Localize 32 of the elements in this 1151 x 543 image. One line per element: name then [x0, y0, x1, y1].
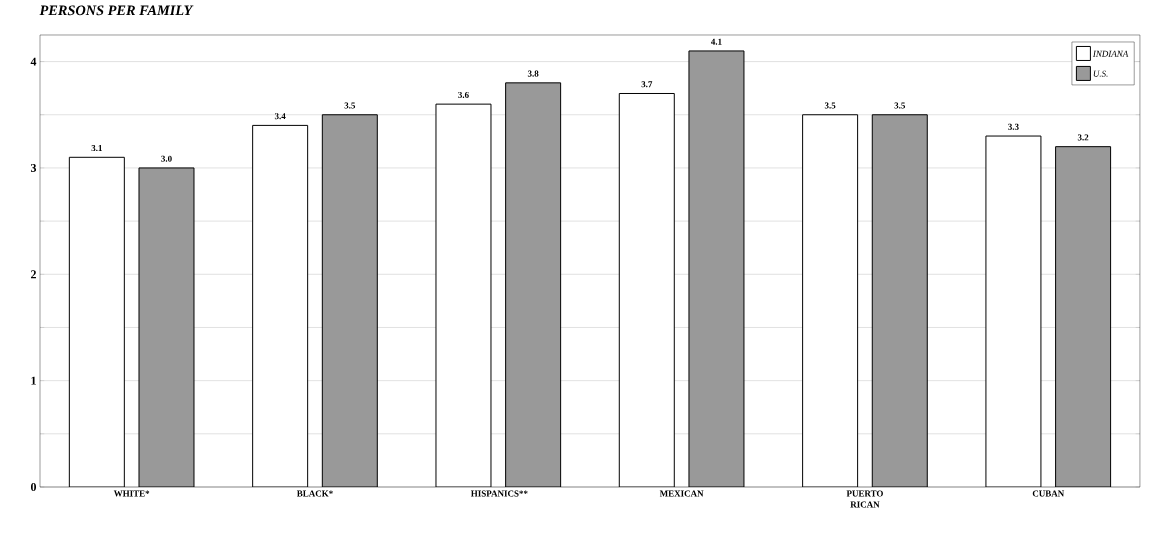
data-label: 3.7	[641, 81, 653, 88]
data-label: 3.1	[91, 145, 102, 152]
data-label: 3.0	[161, 155, 172, 162]
data-label: 3.2	[1077, 134, 1089, 141]
text: INDIANA	[1092, 50, 1129, 57]
x-tick-label: BLACK*	[296, 490, 333, 497]
y-tick-label: 4	[30, 57, 37, 66]
bar	[321, 114, 378, 487]
y-tick-label: 3	[30, 163, 37, 172]
x-tick-label: PUERTO RICAN	[846, 490, 883, 508]
y-tick-label: 2	[31, 270, 36, 279]
x-tick-label: CUBAN	[1032, 490, 1065, 497]
data-label: 3.5	[894, 102, 906, 109]
bar	[871, 114, 928, 487]
x-tick-label: HISPANICS**	[470, 490, 528, 497]
data-label: 3.5	[824, 102, 836, 109]
bar	[505, 82, 562, 487]
data-label: 3.4	[274, 113, 286, 120]
bar	[1055, 146, 1112, 487]
data-label: 3.3	[1008, 123, 1019, 130]
data-label: 3.8	[527, 70, 539, 77]
chart-title: PERSONS PER FAMILY	[39, 5, 194, 16]
x-tick-label: WHITE*	[113, 490, 150, 497]
legend-label: U.S.	[1093, 70, 1108, 77]
y-tick-label: 0	[30, 482, 37, 492]
y-tick-label: 1	[31, 376, 36, 385]
data-label: 4.1	[710, 38, 722, 45]
bar	[138, 167, 195, 487]
data-label: 3.5	[344, 102, 356, 109]
x-tick-label: MEXICAN	[659, 490, 704, 497]
bar	[688, 50, 745, 487]
data-label: 3.6	[458, 91, 469, 98]
